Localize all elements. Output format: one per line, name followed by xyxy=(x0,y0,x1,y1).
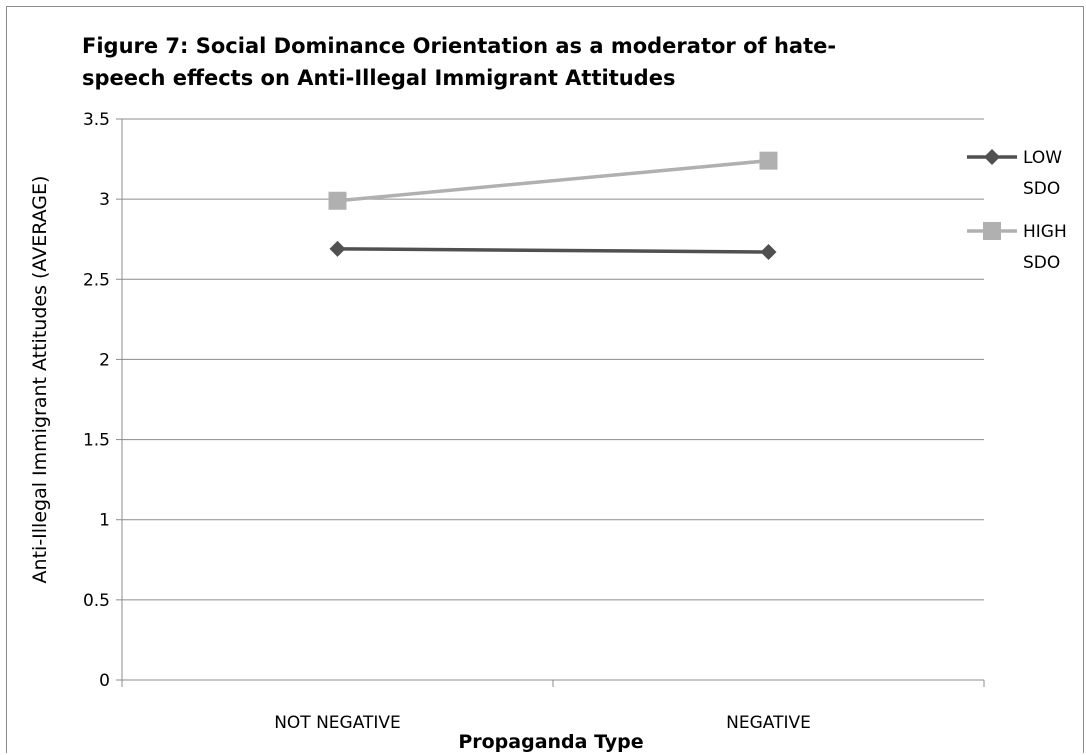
data-point xyxy=(760,244,777,261)
data-point xyxy=(329,240,346,257)
legend-label: SDO xyxy=(1023,253,1060,273)
legend-label: HIGH xyxy=(1023,222,1067,242)
y-tick-label: 3 xyxy=(99,190,110,210)
x-tick-label: NOT NEGATIVE xyxy=(274,713,401,733)
y-axis-title: Anti-Illegal Immigrant Attitudes (AVERAG… xyxy=(29,176,51,584)
series-low-sdo xyxy=(329,240,777,261)
chart-frame xyxy=(6,6,1084,753)
chart-title-line-2: speech effects on Anti-Illegal Immigrant… xyxy=(82,66,676,90)
data-point xyxy=(759,151,778,170)
axes xyxy=(121,119,984,681)
chart-title-line-1: Figure 7: Social Dominance Orientation a… xyxy=(82,34,837,58)
legend-label: LOW xyxy=(1023,148,1062,168)
series-high-sdo xyxy=(328,151,778,210)
legend-entry: HIGH SDO xyxy=(967,222,1067,273)
y-tick-label: 1 xyxy=(99,511,110,531)
data-point xyxy=(328,191,347,210)
x-tick-labels: NOT NEGATIVE NEGATIVE xyxy=(274,713,811,733)
y-tick-label: 1.5 xyxy=(83,431,110,451)
legend-swatch-marker xyxy=(983,222,1001,240)
legend-label: SDO xyxy=(1023,179,1060,199)
series-line xyxy=(337,158,769,203)
y-tick-label: 2.5 xyxy=(83,270,110,290)
series-line xyxy=(337,247,769,254)
series xyxy=(328,151,778,261)
gridlines xyxy=(116,118,985,687)
y-tick-label: 2 xyxy=(99,350,110,370)
legend-swatch-marker xyxy=(984,149,1000,165)
x-tick-label: NEGATIVE xyxy=(726,713,811,733)
y-tick-label: 3.5 xyxy=(83,110,110,130)
y-tick-labels: 0 0.5 1 1.5 2 2.5 3 3.5 xyxy=(83,110,110,691)
legend: LOW SDO HIGH SDO xyxy=(967,148,1067,273)
chart-title: Figure 7: Social Dominance Orientation a… xyxy=(82,30,942,94)
y-tick-label: 0.5 xyxy=(83,591,110,611)
legend-entry: LOW SDO xyxy=(967,148,1062,199)
y-tick-label: 0 xyxy=(99,671,110,691)
x-axis-title: Propaganda Type xyxy=(458,731,643,753)
